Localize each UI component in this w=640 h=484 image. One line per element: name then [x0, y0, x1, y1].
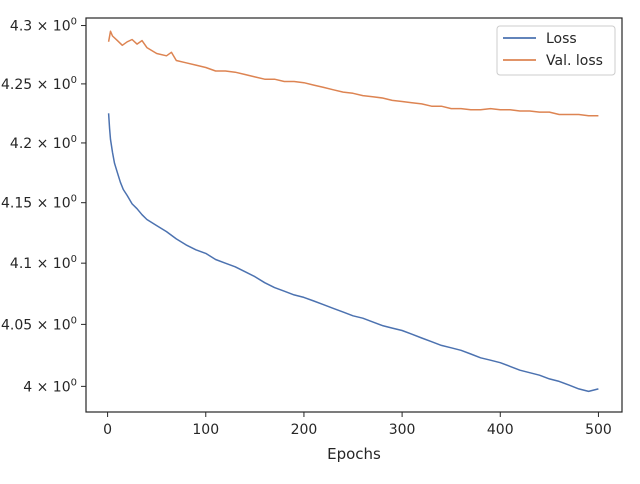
legend-label-0: Loss: [546, 31, 577, 47]
series-line-0: [107, 113, 599, 393]
y-tick-label: 4.15 × 100: [1, 194, 77, 212]
x-axis-ticks: 0 100 200 300 400 500: [103, 412, 612, 438]
series-line-1: [107, 30, 599, 117]
legend-label-1: Val. loss: [546, 53, 603, 69]
x-tick-label: 0: [103, 422, 112, 438]
x-tick-label: 100: [192, 422, 219, 438]
y-tick-label: 4.1 × 100: [10, 254, 77, 272]
y-tick-label: 4 × 100: [23, 377, 77, 395]
x-tick-label: 400: [487, 422, 514, 438]
x-tick-label: 300: [389, 422, 416, 438]
y-tick-label: 4.25 × 100: [1, 75, 77, 93]
y-axis-ticks: 4 × 100 4.05 × 100 4.1 × 100 4.15 × 100 4.2 …: [1, 17, 86, 395]
series-layer: [107, 30, 599, 393]
plot-area: [85, 17, 623, 413]
y-tick-label: 4.2 × 100: [10, 134, 77, 152]
x-tick-label: 500: [585, 422, 612, 438]
x-tick-label: 200: [291, 422, 318, 438]
y-tick-label: 4.05 × 100: [1, 315, 77, 333]
legend: Loss Val. loss: [496, 25, 616, 76]
y-tick-label: 4.3 × 100: [10, 17, 77, 35]
x-axis-label: Epochs: [327, 445, 381, 463]
